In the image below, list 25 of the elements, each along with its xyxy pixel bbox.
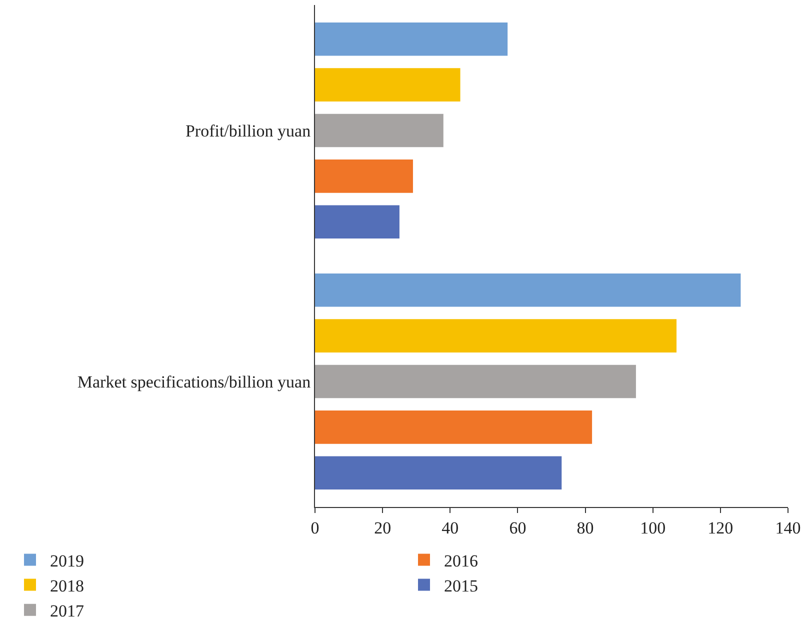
bar (315, 273, 741, 307)
x-tick-label: 80 (576, 518, 594, 538)
x-tick-label: 40 (442, 518, 459, 538)
legend-label: 2015 (444, 576, 478, 596)
bar (315, 114, 444, 148)
x-tick-label: 100 (640, 518, 666, 538)
bar (315, 160, 413, 193)
bar (315, 319, 677, 352)
bar (315, 68, 460, 102)
x-tick-label: 0 (310, 518, 320, 538)
bar (315, 22, 508, 56)
legend-label: 2018 (50, 576, 84, 596)
bar (315, 456, 562, 490)
x-tick-label: 120 (708, 518, 734, 538)
legend-label: 2016 (444, 551, 478, 570)
legend-label: 2019 (50, 551, 84, 570)
y-tick-label: Profit/billion yuan (185, 121, 312, 140)
legend-label: 2017 (50, 602, 84, 621)
y-tick-label: Market specifications/billion yuan (77, 372, 312, 392)
bar (315, 364, 636, 398)
bar (315, 410, 592, 444)
bar (315, 205, 400, 239)
x-tick-label: 20 (374, 518, 392, 538)
x-tick-label: 60 (509, 518, 526, 538)
x-tick-label: 140 (775, 518, 801, 538)
